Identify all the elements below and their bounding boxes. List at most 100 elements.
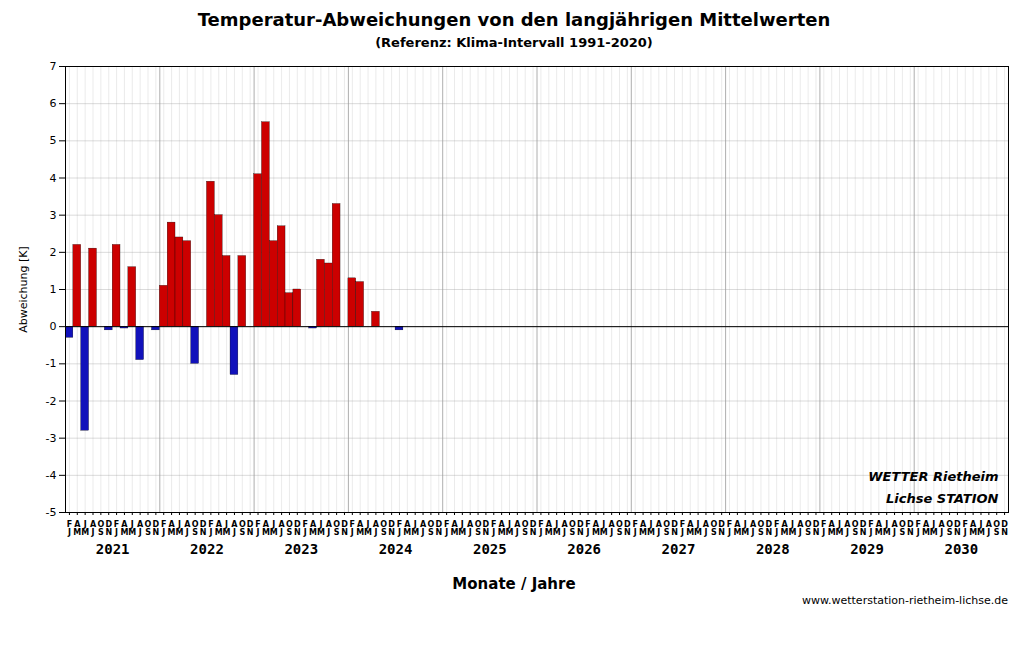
- svg-text:AJ: AJ: [326, 520, 333, 537]
- svg-text:DN: DN: [671, 520, 678, 537]
- svg-text:JM: JM: [883, 520, 891, 537]
- svg-text:OS: OS: [286, 520, 293, 537]
- svg-text:OS: OS: [475, 520, 482, 537]
- svg-text:FJ: FJ: [727, 520, 732, 537]
- svg-text:AM: AM: [168, 520, 176, 537]
- svg-text:DN: DN: [153, 520, 160, 537]
- svg-text:JM: JM: [741, 520, 749, 537]
- svg-text:FJ: FJ: [350, 520, 355, 537]
- svg-text:2023: 2023: [284, 541, 318, 557]
- svg-text:DN: DN: [435, 520, 442, 537]
- svg-text:AJ: AJ: [609, 520, 616, 537]
- svg-text:FJ: FJ: [161, 520, 166, 537]
- svg-text:2028: 2028: [756, 541, 790, 557]
- svg-text:DN: DN: [1001, 520, 1008, 537]
- svg-text:DN: DN: [624, 520, 631, 537]
- svg-text:Lichse STATION: Lichse STATION: [886, 491, 999, 506]
- svg-text:JM: JM: [977, 520, 985, 537]
- svg-text:JM: JM: [81, 520, 89, 537]
- svg-text:DN: DN: [105, 520, 112, 537]
- svg-text:DN: DN: [907, 520, 914, 537]
- svg-text:DN: DN: [577, 520, 584, 537]
- svg-text:-3: -3: [46, 432, 57, 445]
- svg-text:DN: DN: [341, 520, 348, 537]
- svg-text:OS: OS: [97, 520, 104, 537]
- svg-text:OS: OS: [616, 520, 623, 537]
- svg-text:AM: AM: [969, 520, 977, 537]
- svg-text:JM: JM: [506, 520, 514, 537]
- svg-text:DN: DN: [530, 520, 537, 537]
- svg-text:FJ: FJ: [585, 520, 590, 537]
- svg-text:DN: DN: [954, 520, 961, 537]
- svg-text:AM: AM: [828, 520, 836, 537]
- svg-text:AM: AM: [403, 520, 411, 537]
- svg-text:2: 2: [50, 246, 57, 259]
- svg-text:AM: AM: [639, 520, 647, 537]
- svg-text:-4: -4: [46, 469, 57, 482]
- svg-text:OS: OS: [428, 520, 435, 537]
- svg-text:OS: OS: [663, 520, 670, 537]
- svg-text:AJ: AJ: [750, 520, 757, 537]
- svg-text:AM: AM: [451, 520, 459, 537]
- svg-text:5: 5: [50, 134, 57, 147]
- svg-text:AM: AM: [733, 520, 741, 537]
- svg-text:DN: DN: [483, 520, 490, 537]
- svg-text:AM: AM: [875, 520, 883, 537]
- svg-text:DN: DN: [200, 520, 207, 537]
- svg-text:AM: AM: [309, 520, 317, 537]
- svg-text:OS: OS: [899, 520, 906, 537]
- svg-text:AM: AM: [262, 520, 270, 537]
- svg-text:FJ: FJ: [444, 520, 449, 537]
- svg-text:AJ: AJ: [939, 520, 946, 537]
- svg-text:FJ: FJ: [868, 520, 873, 537]
- svg-text:AJ: AJ: [986, 520, 993, 537]
- svg-text:4: 4: [50, 172, 57, 185]
- svg-text:DN: DN: [718, 520, 725, 537]
- svg-text:AM: AM: [545, 520, 553, 537]
- svg-text:AJ: AJ: [656, 520, 663, 537]
- svg-text:2026: 2026: [567, 541, 601, 557]
- svg-text:JM: JM: [364, 520, 372, 537]
- svg-text:OS: OS: [380, 520, 387, 537]
- svg-text:FJ: FJ: [114, 520, 119, 537]
- svg-text:AJ: AJ: [514, 520, 521, 537]
- svg-text:AJ: AJ: [797, 520, 804, 537]
- svg-text:JM: JM: [458, 520, 466, 537]
- svg-text:DN: DN: [247, 520, 254, 537]
- svg-text:JM: JM: [930, 520, 938, 537]
- svg-text:WETTER Rietheim: WETTER Rietheim: [868, 469, 998, 484]
- svg-text:AM: AM: [781, 520, 789, 537]
- svg-text:JM: JM: [553, 520, 561, 537]
- svg-text:2021: 2021: [96, 541, 130, 557]
- svg-text:FJ: FJ: [632, 520, 637, 537]
- svg-text:FJ: FJ: [67, 520, 72, 537]
- svg-text:AM: AM: [120, 520, 128, 537]
- svg-text:FJ: FJ: [963, 520, 968, 537]
- svg-text:DN: DN: [388, 520, 395, 537]
- svg-text:-2: -2: [46, 395, 57, 408]
- svg-text:OS: OS: [192, 520, 199, 537]
- svg-text:AM: AM: [73, 520, 81, 537]
- svg-text:AM: AM: [922, 520, 930, 537]
- svg-text:DN: DN: [765, 520, 772, 537]
- svg-text:OS: OS: [758, 520, 765, 537]
- svg-text:3: 3: [50, 209, 57, 222]
- svg-text:OS: OS: [239, 520, 246, 537]
- svg-text:DN: DN: [813, 520, 820, 537]
- svg-text:AM: AM: [498, 520, 506, 537]
- svg-text:JM: JM: [128, 520, 136, 537]
- svg-text:-5: -5: [46, 506, 57, 519]
- svg-text:OS: OS: [946, 520, 953, 537]
- svg-text:FJ: FJ: [208, 520, 213, 537]
- svg-text:FJ: FJ: [491, 520, 496, 537]
- svg-text:1: 1: [50, 283, 57, 296]
- svg-text:FJ: FJ: [680, 520, 685, 537]
- svg-text:FJ: FJ: [915, 520, 920, 537]
- svg-text:OS: OS: [852, 520, 859, 537]
- svg-text:Abweichung [K]: Abweichung [K]: [17, 246, 30, 333]
- svg-text:AJ: AJ: [467, 520, 474, 537]
- svg-text:DN: DN: [860, 520, 867, 537]
- svg-text:AJ: AJ: [90, 520, 97, 537]
- svg-text:JM: JM: [694, 520, 702, 537]
- svg-text:JM: JM: [223, 520, 231, 537]
